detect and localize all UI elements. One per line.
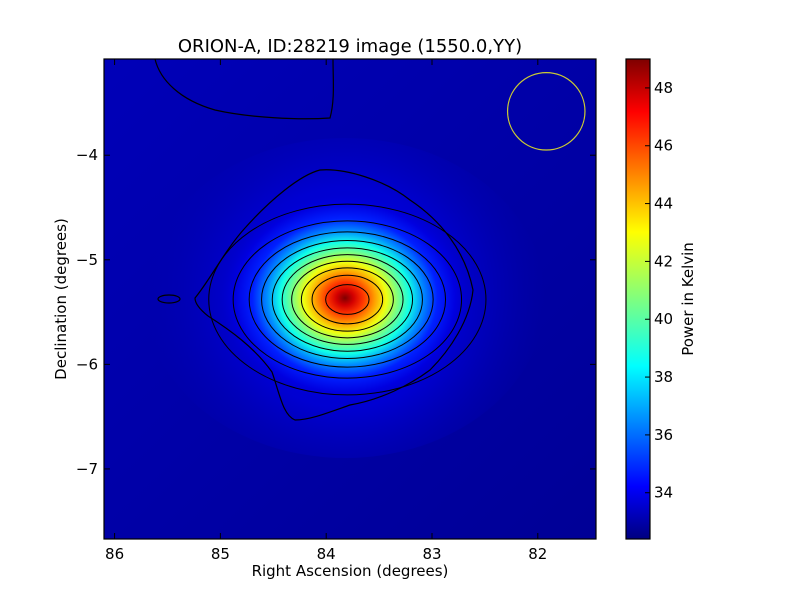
y-tick-label: −6 — [76, 355, 98, 373]
y-axis-ticks: −4 −5 −6 −7 — [76, 146, 596, 478]
colorbar-tick-label: 46 — [654, 137, 673, 155]
contour-lines — [208, 203, 487, 396]
plot-frame — [103, 58, 597, 540]
y-tick-label: −4 — [76, 146, 98, 164]
contour-level — [208, 203, 487, 396]
x-tick-label: 84 — [317, 545, 336, 563]
contour-isolated — [157, 294, 181, 304]
colorbar-ticks: 34 36 38 40 42 44 46 48 — [645, 79, 673, 502]
colorbar-tick-label: 48 — [654, 79, 673, 97]
contour-level — [248, 231, 447, 368]
x-axis-label: Right Ascension (degrees) — [252, 562, 449, 580]
y-axis-label: Declination (degrees) — [52, 218, 70, 380]
contour-source-outer — [194, 169, 474, 421]
contour-level — [281, 254, 414, 345]
contour-level — [325, 284, 370, 315]
contour-level — [311, 274, 384, 325]
colorbar-tick-label: 40 — [654, 310, 673, 328]
colorbar-tick-label: 38 — [654, 368, 673, 386]
contour-level — [271, 247, 423, 352]
colorbar-tick-label: 44 — [654, 195, 673, 213]
x-tick-label: 85 — [211, 545, 230, 563]
contour-level — [291, 260, 404, 339]
x-axis-ticks: 86 85 84 83 82 — [105, 59, 547, 563]
x-tick-label: 83 — [422, 545, 441, 563]
heatmap-plot — [104, 59, 596, 539]
contour-level — [232, 220, 463, 379]
contour-level — [261, 240, 434, 360]
chart-title: ORION-A, ID:28219 image (1550.0,YY) — [178, 36, 522, 57]
x-tick-label: 82 — [528, 545, 547, 563]
y-tick-label: −5 — [76, 251, 98, 269]
beam-circle — [506, 71, 586, 151]
x-tick-label: 86 — [105, 545, 124, 563]
colorbar-tick-label: 34 — [654, 484, 673, 502]
contour-level — [300, 267, 394, 332]
colorbar — [625, 58, 651, 540]
colorbar-tick-label: 36 — [654, 426, 673, 444]
colorbar-label: Power in Kelvin — [679, 242, 697, 356]
y-tick-label: −7 — [76, 460, 98, 478]
contour-outer — [154, 59, 334, 120]
colorbar-tick-label: 42 — [654, 252, 673, 270]
